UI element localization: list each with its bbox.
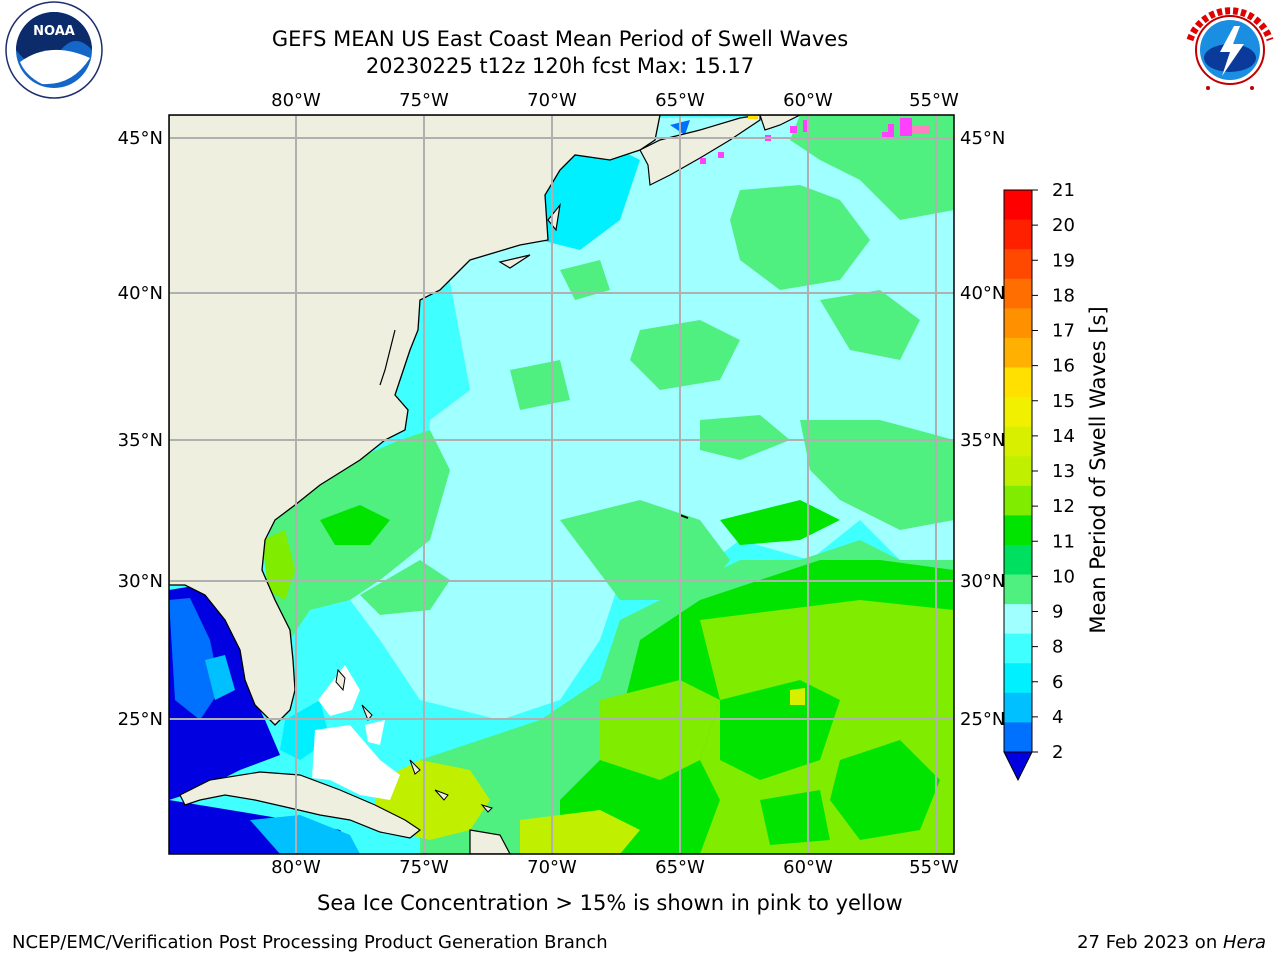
colorbar-tick-label: 9	[1052, 602, 1063, 623]
lon-tick-top: 70°W	[527, 90, 577, 111]
footer-credit: NCEP/EMC/Verification Post Processing Pr…	[12, 932, 608, 953]
colorbar-tick-label: 15	[1052, 391, 1075, 412]
lat-tick-left: 45°N	[118, 128, 163, 149]
lon-tick-bottom: 60°W	[783, 857, 833, 878]
colorbar-tick-label: 8	[1052, 637, 1063, 658]
noaa-logo-icon: NOAA	[5, 1, 103, 99]
sea-ice-caption: Sea Ice Concentration > 15% is shown in …	[317, 891, 903, 915]
nws-logo-icon	[1182, 2, 1278, 98]
colorbar-label: Mean Period of Swell Waves [s]	[1086, 306, 1110, 634]
footer-date: 27 Feb 2023 on Hera	[1077, 932, 1266, 953]
chart-subtitle: 20230225 t12z 120h fcst Max: 15.17	[365, 54, 755, 78]
colorbar-segment	[1004, 367, 1032, 398]
lon-tick-top: 75°W	[399, 90, 449, 111]
colorbar-tick-label: 13	[1052, 461, 1075, 482]
map-field	[169, 115, 954, 854]
lon-tick-bottom: 80°W	[271, 857, 321, 878]
colorbar-segment	[1004, 485, 1032, 516]
colorbar: 21 20 19 18 17 16 15 14 13 12 11 10 9 8 6 4 2	[1003, 180, 1075, 782]
map-gridlines	[169, 115, 954, 854]
colorbar-segment	[1004, 663, 1032, 694]
map-frame	[168, 114, 955, 855]
colorbar-segment	[1004, 544, 1032, 576]
lon-tick-bottom: 70°W	[527, 857, 577, 878]
colorbar-segment	[1004, 278, 1032, 309]
colorbar-tick-label: 10	[1052, 566, 1075, 587]
colorbar-tick-label: 4	[1052, 707, 1063, 728]
lon-tick-bottom: 65°W	[655, 857, 705, 878]
colorbar-tick-label: 19	[1052, 250, 1075, 271]
footer-host: Hera	[1222, 932, 1266, 953]
colorbar-segment	[1004, 574, 1032, 605]
lat-tick-right: 40°N	[960, 283, 1005, 304]
lat-tick-right: 45°N	[960, 128, 1005, 149]
colorbar-tick-label: 18	[1052, 285, 1075, 306]
colorbar-segment	[1004, 722, 1032, 753]
lat-tick-right: 30°N	[960, 571, 1005, 592]
colorbar-segment	[1004, 604, 1032, 635]
colorbar-tick-label: 14	[1052, 426, 1075, 447]
colorbar-tick-label: 6	[1052, 672, 1063, 693]
lat-tick-left: 25°N	[118, 709, 163, 730]
colorbar-tick-label: 11	[1052, 531, 1075, 552]
lat-tick-right: 35°N	[960, 430, 1005, 451]
colorbar-segment	[1004, 456, 1032, 487]
lat-tick-right: 25°N	[960, 709, 1005, 730]
lon-tick-bottom: 55°W	[909, 857, 959, 878]
lat-tick-left: 30°N	[118, 571, 163, 592]
colorbar-tick-label: 20	[1052, 215, 1075, 236]
colorbar-segment	[1004, 308, 1032, 339]
colorbar-segment	[1004, 219, 1032, 250]
lon-tick-top: 55°W	[909, 90, 959, 111]
colorbar-under-triangle	[1003, 751, 1033, 782]
lon-tick-top: 65°W	[655, 90, 705, 111]
colorbar-segment	[1004, 633, 1032, 664]
chart-title: GEFS MEAN US East Coast Mean Period of S…	[271, 27, 849, 51]
lon-tick-top: 60°W	[783, 90, 833, 111]
colorbar-tick-label: 2	[1052, 742, 1063, 763]
colorbar-segment	[1004, 337, 1032, 368]
colorbar-segment	[1004, 426, 1032, 457]
lon-tick-bottom: 75°W	[399, 857, 449, 878]
lat-tick-left: 40°N	[118, 283, 163, 304]
noaa-logo-text: NOAA	[33, 24, 75, 39]
colorbar-segment	[1004, 249, 1032, 280]
lon-tick-top: 80°W	[271, 90, 321, 111]
colorbar-segment	[1004, 397, 1032, 428]
colorbar-segment	[1004, 190, 1032, 221]
lat-tick-left: 35°N	[118, 430, 163, 451]
colorbar-segment	[1004, 515, 1032, 546]
footer-date-text: 27 Feb 2023 on	[1077, 932, 1223, 953]
colorbar-tick-label: 21	[1052, 180, 1075, 201]
colorbar-segment	[1004, 692, 1032, 723]
colorbar-tick-label: 16	[1052, 356, 1075, 377]
colorbar-tick-label: 17	[1052, 321, 1075, 342]
colorbar-tick-label: 12	[1052, 496, 1075, 517]
